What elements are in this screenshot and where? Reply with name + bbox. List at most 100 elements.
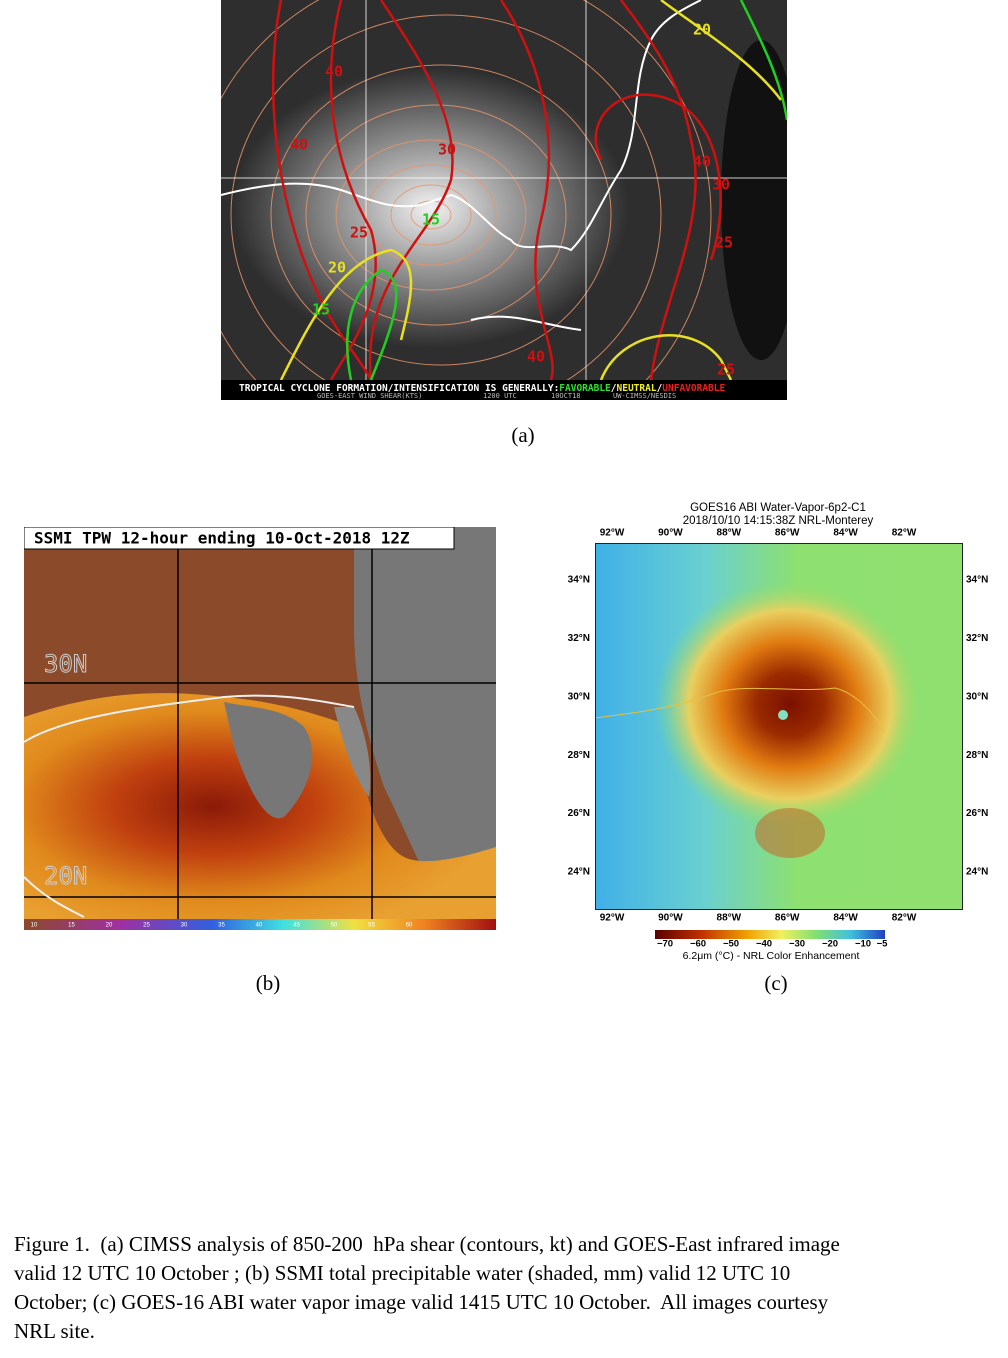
map-ticks: 92°W 92°W 90°W 90°W 88°W 88°W 86°W 86°W 84°W 84°W… bbox=[568, 528, 989, 924]
lat-label: 20N bbox=[44, 862, 87, 890]
banner-slash: / bbox=[611, 383, 617, 394]
lon-label: 92°W bbox=[600, 913, 625, 924]
contour-label: 15 bbox=[422, 211, 440, 229]
colorbar-tick-label: −40 bbox=[756, 939, 772, 950]
panel-label: (b) bbox=[256, 971, 281, 995]
banner-slash: / bbox=[657, 383, 663, 394]
caption-line: valid 12 UTC 10 October ; (b) SSMI total… bbox=[14, 1261, 791, 1285]
contour-labels: 20 40 40 30 40 30 15 25 25 20 15 40 25 bbox=[290, 21, 735, 379]
contour-label: 40 bbox=[325, 63, 343, 81]
banner-bg bbox=[221, 380, 787, 400]
missing-swath bbox=[224, 702, 313, 819]
panel-title: SSMI TPW 12-hour ending 10-Oct-2018 12Z bbox=[34, 529, 410, 548]
eye bbox=[778, 710, 788, 720]
lon-label: 86°W bbox=[775, 913, 800, 924]
banner-unfavorable: UNFAVORABLE bbox=[662, 383, 725, 394]
colorbar bbox=[655, 930, 885, 939]
lat-label: 30N bbox=[44, 650, 87, 678]
banner-text: TROPICAL CYCLONE FORMATION/INTENSIFICATI… bbox=[239, 383, 559, 394]
lon-label: 84°W bbox=[833, 528, 858, 539]
colorbar-ticks: −70 −60 −50 −40 −30 −20 −10 −5 bbox=[657, 939, 888, 950]
streamlines bbox=[221, 0, 712, 400]
caption-line: October; (c) GOES-16 ABI water vapor ima… bbox=[14, 1290, 829, 1314]
colorbar-tick-label: 40 bbox=[256, 923, 263, 929]
colorbar-tick-label: −70 bbox=[657, 939, 673, 950]
subline-text: 1200 UTC bbox=[483, 392, 517, 400]
lon-label: 92°W bbox=[600, 528, 625, 539]
colorbar-tick-label: 35 bbox=[218, 923, 225, 929]
colorbar-tick-label: 30 bbox=[181, 923, 188, 929]
lat-label: 28°N bbox=[568, 750, 590, 761]
panel-b: SSMI TPW 12-hour ending 10-Oct-2018 12Z … bbox=[24, 527, 496, 930]
coastline bbox=[24, 694, 355, 918]
lat-label: 26°N bbox=[966, 808, 988, 819]
colorbar-tick-label: 50 bbox=[331, 923, 338, 929]
subline-text: UW-CIMSS/NESDIS bbox=[613, 392, 676, 400]
lon-label: 90°W bbox=[658, 913, 683, 924]
panel-c bbox=[595, 543, 963, 910]
ir-image bbox=[221, 0, 787, 400]
map-frame bbox=[595, 543, 963, 910]
subline: GOES-EAST WIND SHEAR(KTS) 1200 UTC 10OCT… bbox=[317, 392, 676, 400]
lon-label: 84°W bbox=[833, 913, 858, 924]
lat-label: 24°N bbox=[966, 867, 988, 878]
lat-label: 32°N bbox=[966, 633, 988, 644]
subline-text: 10OCT18 bbox=[551, 392, 581, 400]
lon-label: 90°W bbox=[658, 528, 683, 539]
lat-label: 26°N bbox=[568, 808, 590, 819]
caption-line: NRL site. bbox=[14, 1319, 95, 1343]
lat-label: 24°N bbox=[568, 867, 590, 878]
contour-label: 30 bbox=[712, 176, 730, 194]
contour-label: 40 bbox=[693, 153, 711, 171]
lon-label: 88°W bbox=[717, 528, 742, 539]
banner: TROPICAL CYCLONE FORMATION/INTENSIFICATI… bbox=[239, 383, 725, 394]
colorbar-tick-label: −20 bbox=[822, 939, 838, 950]
caption-line: Figure 1. (a) CIMSS analysis of 850-200 … bbox=[14, 1232, 840, 1256]
colorbar-tick-label: 60 bbox=[406, 923, 413, 929]
contour-label: 30 bbox=[438, 141, 456, 159]
lon-label: 82°W bbox=[892, 913, 917, 924]
grid bbox=[24, 527, 496, 919]
lat-label: 32°N bbox=[568, 633, 590, 644]
colorbar-tick-label: −30 bbox=[789, 939, 805, 950]
lat-label: 30°N bbox=[568, 691, 590, 702]
colorbar-tick-label: −10 bbox=[855, 939, 871, 950]
gulf-tpw bbox=[24, 693, 496, 919]
contour-label: 40 bbox=[290, 136, 308, 154]
lon-label: 88°W bbox=[717, 913, 742, 924]
atlantic bbox=[354, 527, 496, 930]
panel-label: (a) bbox=[511, 423, 534, 447]
colorbar-ticks: 10 15 20 25 30 35 40 45 50 55 60 bbox=[31, 923, 413, 929]
hurricane bbox=[640, 573, 940, 853]
title-box bbox=[24, 527, 455, 550]
colorbar-tick-label: −60 bbox=[690, 939, 706, 950]
colorbar-tick-label: 45 bbox=[293, 923, 300, 929]
panel-a: 20 40 40 30 40 30 15 25 25 20 15 40 25 T… bbox=[221, 0, 787, 400]
coastline bbox=[470, 315, 582, 331]
caption: Figure 1. (a) CIMSS analysis of 850-200 … bbox=[14, 1230, 994, 1346]
contour-label: 25 bbox=[350, 224, 368, 242]
contour-label: 20 bbox=[693, 21, 711, 39]
colorbar bbox=[24, 919, 496, 930]
colorbar-tick-label: 25 bbox=[143, 923, 150, 929]
panel-title: GOES16 ABI Water-Vapor-6p2-C1 bbox=[690, 502, 866, 514]
cloud bbox=[755, 808, 825, 858]
panel-title: 2018/10/10 14:15:38Z NRL-Monterey bbox=[683, 515, 874, 527]
contour-label: 15 bbox=[312, 301, 330, 319]
colorbar-tick-label: −50 bbox=[723, 939, 739, 950]
dark-region bbox=[721, 40, 787, 360]
coastline bbox=[221, 0, 702, 252]
colorbar-tick-label: 20 bbox=[106, 923, 113, 929]
colorbar-tick-label: 15 bbox=[68, 923, 75, 929]
contour-label: 20 bbox=[328, 259, 346, 277]
lat-label: 34°N bbox=[966, 575, 988, 586]
contour-label: 25 bbox=[717, 361, 735, 379]
lat-label: 28°N bbox=[966, 750, 988, 761]
contour-label: 25 bbox=[715, 234, 733, 252]
banner-neutral: NEUTRAL bbox=[617, 383, 657, 394]
colorbar-tick-label: 55 bbox=[368, 923, 375, 929]
lon-label: 82°W bbox=[892, 528, 917, 539]
banner-favorable: FAVORABLE bbox=[559, 383, 611, 394]
panel-label: (c) bbox=[764, 971, 787, 995]
